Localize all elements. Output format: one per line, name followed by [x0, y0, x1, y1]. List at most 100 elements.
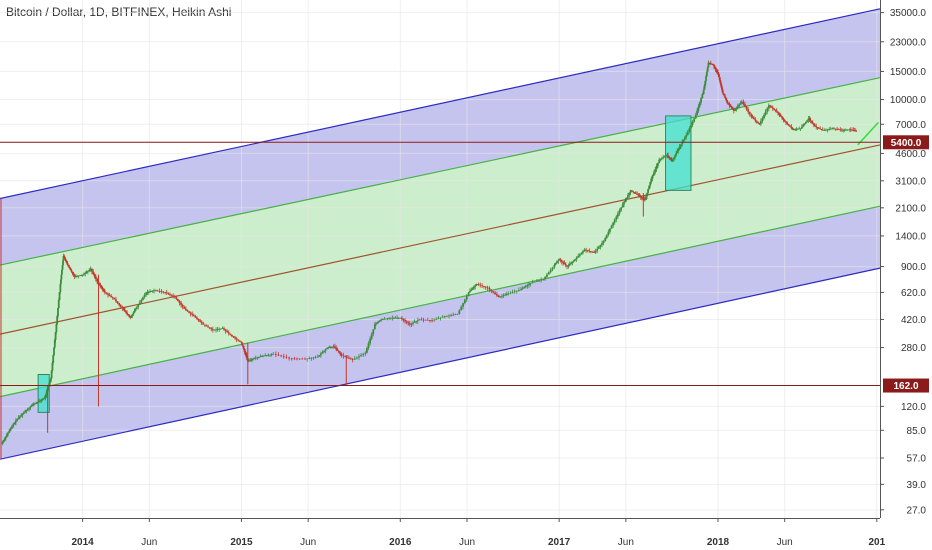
candle-body	[578, 254, 581, 257]
candle-body	[259, 356, 262, 358]
level-badge-label: 162.0	[893, 381, 918, 392]
candle-body	[399, 317, 402, 319]
candle-body	[659, 158, 662, 160]
candle-body	[12, 424, 15, 427]
candle-body	[751, 116, 754, 119]
candle-body	[517, 289, 520, 291]
candle-body	[547, 272, 550, 275]
candle-body	[775, 110, 778, 112]
candle-body	[782, 118, 785, 120]
candle-body	[852, 129, 854, 131]
candle-body	[306, 358, 308, 360]
candle-body	[372, 329, 375, 334]
candle-body	[560, 260, 563, 262]
candle-body	[98, 284, 101, 286]
candle-body	[524, 286, 527, 288]
candle-body	[448, 315, 450, 317]
candle-body	[580, 252, 583, 255]
candle-body	[505, 294, 508, 295]
candle-body	[523, 287, 526, 289]
candle-body	[51, 362, 54, 371]
candle-body	[729, 105, 732, 107]
candle-body	[804, 121, 807, 124]
candle-body	[61, 265, 64, 270]
candle-body	[686, 131, 689, 135]
candle-body	[596, 248, 599, 251]
candle-body	[757, 121, 759, 124]
candle-body	[331, 346, 334, 348]
candle-body	[833, 128, 835, 130]
candle-body	[722, 92, 725, 95]
candle-body	[778, 113, 781, 115]
time-tick-label: Jun	[777, 537, 793, 548]
candle-body	[200, 321, 203, 324]
candle-body	[196, 317, 198, 320]
candle-body	[799, 128, 802, 130]
candle-body	[855, 130, 858, 132]
candle-body	[484, 286, 487, 288]
candle-body	[509, 292, 512, 294]
candle-body	[713, 64, 715, 67]
candle-body	[802, 125, 805, 127]
candle-body	[725, 98, 727, 100]
candle-body	[84, 272, 87, 274]
candle-body	[125, 311, 127, 313]
candle-body	[714, 67, 717, 70]
candle-body	[620, 207, 622, 211]
candle-body	[812, 123, 815, 126]
candle-body	[348, 357, 350, 359]
candle-body	[304, 358, 306, 360]
price-tick-label: 620.0	[901, 288, 926, 299]
candle-body	[703, 85, 706, 90]
candle-body	[681, 142, 684, 145]
candle-body	[439, 317, 442, 319]
candle-body	[149, 291, 152, 293]
candle-body	[11, 426, 13, 429]
candle-body	[96, 278, 99, 282]
candle-body	[202, 323, 205, 325]
candle-body	[41, 399, 44, 401]
candle-body	[488, 288, 491, 290]
candle-body	[718, 76, 721, 81]
candle-body	[813, 125, 816, 127]
candle-body	[146, 292, 149, 293]
candle-body	[128, 315, 131, 317]
candle-body	[45, 391, 48, 395]
candle-body	[121, 306, 124, 309]
candle-body	[706, 67, 709, 72]
candle-body	[766, 108, 769, 112]
candle-body	[150, 290, 153, 292]
candle-body	[211, 329, 214, 331]
candle-body	[582, 251, 584, 253]
candle-body	[370, 333, 373, 339]
candle-body	[481, 285, 483, 287]
candle-body	[219, 328, 222, 330]
candle-body	[346, 356, 348, 358]
candle-body	[72, 273, 75, 275]
candle-body	[35, 402, 37, 404]
candle-body	[721, 89, 724, 93]
candle-body	[431, 320, 433, 321]
candle-body	[674, 155, 676, 158]
candle-body	[755, 120, 758, 122]
candle-body	[785, 121, 787, 123]
candle-body	[701, 94, 704, 99]
candle-body	[155, 290, 157, 292]
candle-body	[456, 313, 459, 315]
price-tick-label: 7000.0	[895, 120, 926, 131]
candle-body	[145, 292, 148, 295]
candle-body	[1, 441, 4, 444]
time-tick-label: 201	[868, 537, 885, 548]
candle-body	[375, 323, 377, 325]
candle-body	[308, 358, 311, 359]
candle-body	[667, 154, 669, 157]
candle-body	[633, 192, 636, 194]
candle-body	[441, 316, 444, 318]
candle-body	[836, 128, 839, 130]
candle-body	[415, 321, 418, 323]
candle-body	[499, 296, 502, 298]
candle-body	[288, 357, 290, 359]
candle-body	[673, 157, 675, 160]
candle-body	[158, 290, 161, 292]
